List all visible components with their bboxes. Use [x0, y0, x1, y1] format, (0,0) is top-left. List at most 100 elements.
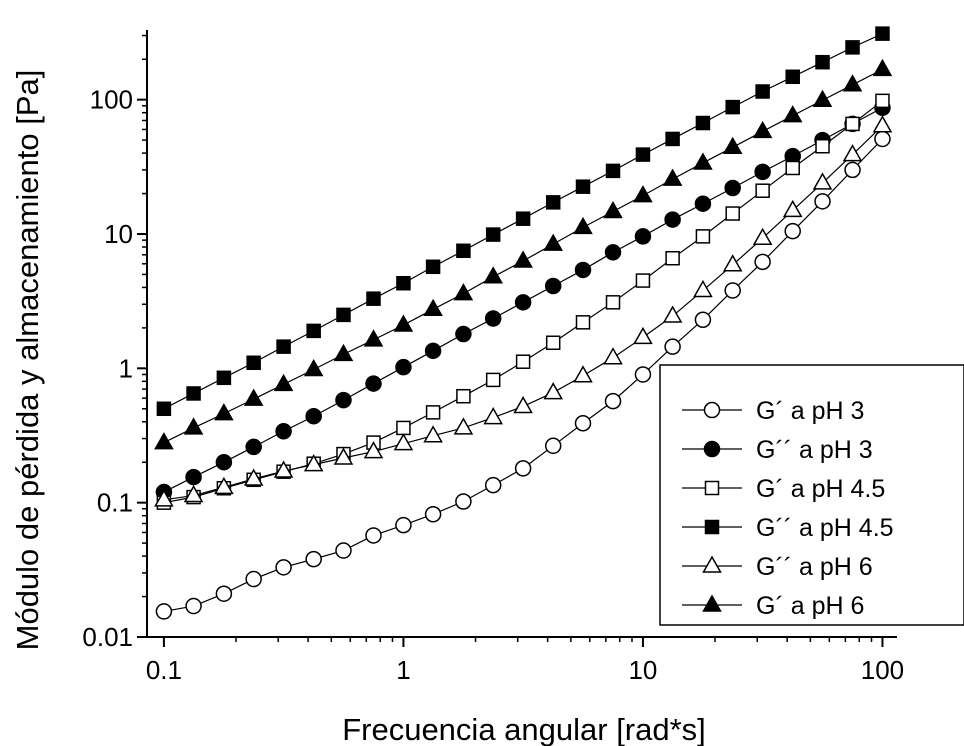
- data-point: [455, 493, 472, 510]
- data-point: [665, 131, 680, 147]
- data-point: [276, 339, 291, 354]
- data-point: [425, 259, 441, 275]
- legend-item: G´´ a pH 4.5: [682, 514, 894, 542]
- data-point: [396, 275, 411, 291]
- data-point: [603, 347, 623, 365]
- data-point: [245, 438, 262, 456]
- legend-label: G´´ a pH 4.5: [756, 514, 894, 542]
- legend-marker: [702, 594, 722, 612]
- data-point: [246, 355, 261, 371]
- legend: G´ a pH 3 G´´ a pH 3 G´ a pH 4.5 G´´ a pH 4…: [659, 364, 964, 626]
- data-point: [424, 342, 442, 360]
- data-point: [842, 144, 863, 162]
- data-point: [634, 228, 652, 245]
- data-point: [483, 266, 503, 284]
- data-point: [303, 358, 324, 377]
- data-point: [725, 99, 740, 115]
- data-point: [842, 74, 863, 92]
- data-point: [633, 326, 653, 345]
- data-point: [453, 283, 474, 301]
- data-point: [456, 388, 471, 404]
- legend-item: G´ a pH 3: [682, 397, 864, 425]
- data-point: [875, 93, 890, 109]
- data-point: [273, 460, 294, 478]
- data-point: [513, 395, 533, 414]
- data-point: [724, 282, 741, 299]
- x-axis-title: Frecuencia angular [rad*s]: [342, 712, 706, 746]
- data-point: [844, 161, 861, 179]
- y-tick-label: 0.01: [82, 622, 133, 652]
- data-point: [336, 307, 351, 323]
- data-point: [305, 407, 322, 425]
- x-tick-label: 10: [628, 655, 657, 685]
- data-point: [273, 373, 294, 392]
- data-point: [514, 294, 532, 311]
- series-1: [155, 130, 891, 620]
- data-point: [604, 392, 622, 410]
- data-point: [335, 542, 352, 559]
- data-point: [155, 603, 173, 620]
- data-point: [363, 329, 384, 347]
- data-point: [754, 253, 771, 271]
- y-tick-label: 1: [119, 353, 133, 383]
- data-point: [214, 403, 234, 421]
- data-point: [874, 130, 891, 148]
- data-point: [752, 227, 773, 245]
- data-point: [395, 358, 412, 376]
- data-point: [633, 185, 653, 203]
- data-point: [183, 417, 204, 435]
- data-point: [662, 305, 683, 323]
- data-point: [515, 354, 531, 369]
- data-point: [396, 420, 411, 436]
- data-point: [544, 277, 562, 295]
- data-point: [455, 325, 472, 343]
- data-point: [544, 437, 562, 455]
- data-point: [724, 179, 741, 197]
- data-point: [425, 405, 441, 420]
- data-point: [333, 447, 354, 465]
- data-point: [573, 216, 593, 235]
- data-point: [513, 250, 533, 268]
- data-point: [785, 69, 800, 85]
- data-point: [694, 195, 712, 212]
- data-point: [483, 407, 503, 425]
- data-point: [722, 254, 743, 272]
- data-point: [514, 460, 532, 477]
- data-point: [603, 200, 623, 219]
- data-point: [755, 183, 770, 198]
- data-point: [694, 311, 712, 328]
- data-point: [156, 401, 172, 417]
- data-point: [574, 415, 592, 432]
- data-point: [662, 168, 683, 186]
- x-tick-label: 0.1: [146, 655, 182, 685]
- legend-marker: [703, 440, 721, 458]
- data-point: [605, 163, 621, 179]
- data-point: [574, 261, 592, 279]
- data-point: [695, 229, 711, 244]
- data-point: [365, 527, 382, 544]
- data-point: [575, 179, 591, 194]
- data-point: [484, 476, 502, 494]
- data-point: [722, 136, 743, 155]
- data-point: [575, 315, 591, 330]
- data-point: [424, 505, 442, 523]
- data-point: [605, 295, 621, 310]
- data-point: [215, 585, 233, 602]
- y-tick-label: 0.1: [97, 488, 133, 518]
- data-point: [363, 441, 384, 459]
- data-point: [752, 120, 773, 139]
- data-point: [695, 115, 711, 131]
- data-point: [634, 366, 652, 383]
- legend-marker: [704, 519, 720, 535]
- y-tick-label: 100: [90, 85, 133, 115]
- data-point: [333, 343, 354, 362]
- data-point: [872, 115, 893, 133]
- data-point: [365, 375, 382, 392]
- data-point: [185, 468, 202, 486]
- data-point: [214, 476, 234, 495]
- data-point: [782, 199, 803, 218]
- data-point: [303, 454, 324, 472]
- legend-item: G´´ a pH 6: [682, 553, 873, 581]
- data-point: [693, 152, 713, 170]
